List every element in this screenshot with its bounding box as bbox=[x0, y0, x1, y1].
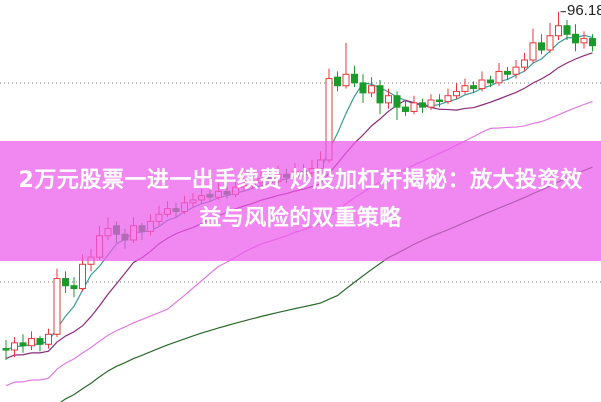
candle-body bbox=[529, 42, 537, 61]
candle-body bbox=[555, 25, 562, 37]
candle-body bbox=[436, 99, 443, 102]
candle-body bbox=[495, 70, 503, 84]
candle-body bbox=[461, 85, 469, 92]
candle-body bbox=[512, 66, 520, 75]
candle-body bbox=[470, 85, 477, 90]
candle-body bbox=[402, 106, 409, 112]
candle-body bbox=[521, 59, 528, 68]
candle-body bbox=[444, 95, 452, 102]
candle-body bbox=[419, 102, 426, 108]
candle-body bbox=[45, 333, 52, 345]
candle-body bbox=[2, 348, 10, 351]
candle-body bbox=[504, 70, 511, 75]
candle-body bbox=[563, 25, 571, 35]
candle-body bbox=[572, 33, 579, 44]
candle-body bbox=[368, 85, 375, 94]
candle-body bbox=[487, 79, 494, 84]
candle-body bbox=[385, 95, 392, 104]
candle-body bbox=[11, 342, 18, 351]
candle-body bbox=[589, 38, 596, 47]
candle-body bbox=[538, 42, 545, 51]
candle-body bbox=[28, 338, 35, 347]
candle-body bbox=[70, 285, 78, 290]
article-title: 2万元股票一进一出手续费 炒股加杠杆揭秘：放大投资效益与风险的双重策略 bbox=[18, 168, 583, 231]
candle-body bbox=[427, 99, 435, 108]
candle-body bbox=[580, 38, 588, 44]
candle-body bbox=[546, 35, 554, 51]
candle-body bbox=[478, 79, 486, 90]
title-banner bbox=[0, 141, 601, 261]
candle-body bbox=[351, 73, 358, 84]
candle-body bbox=[53, 278, 61, 335]
candle-body bbox=[410, 102, 418, 112]
candle-body bbox=[79, 263, 86, 290]
candle-body bbox=[36, 338, 44, 345]
candle-body bbox=[359, 82, 367, 94]
candle-body bbox=[376, 85, 384, 104]
candle-body bbox=[393, 95, 401, 108]
candle-body bbox=[453, 90, 460, 97]
candle-body bbox=[334, 76, 341, 87]
candle-body bbox=[19, 342, 27, 347]
candle-body bbox=[342, 73, 350, 87]
max-price-label: 96.18 bbox=[567, 2, 601, 19]
candle-body bbox=[62, 278, 69, 287]
